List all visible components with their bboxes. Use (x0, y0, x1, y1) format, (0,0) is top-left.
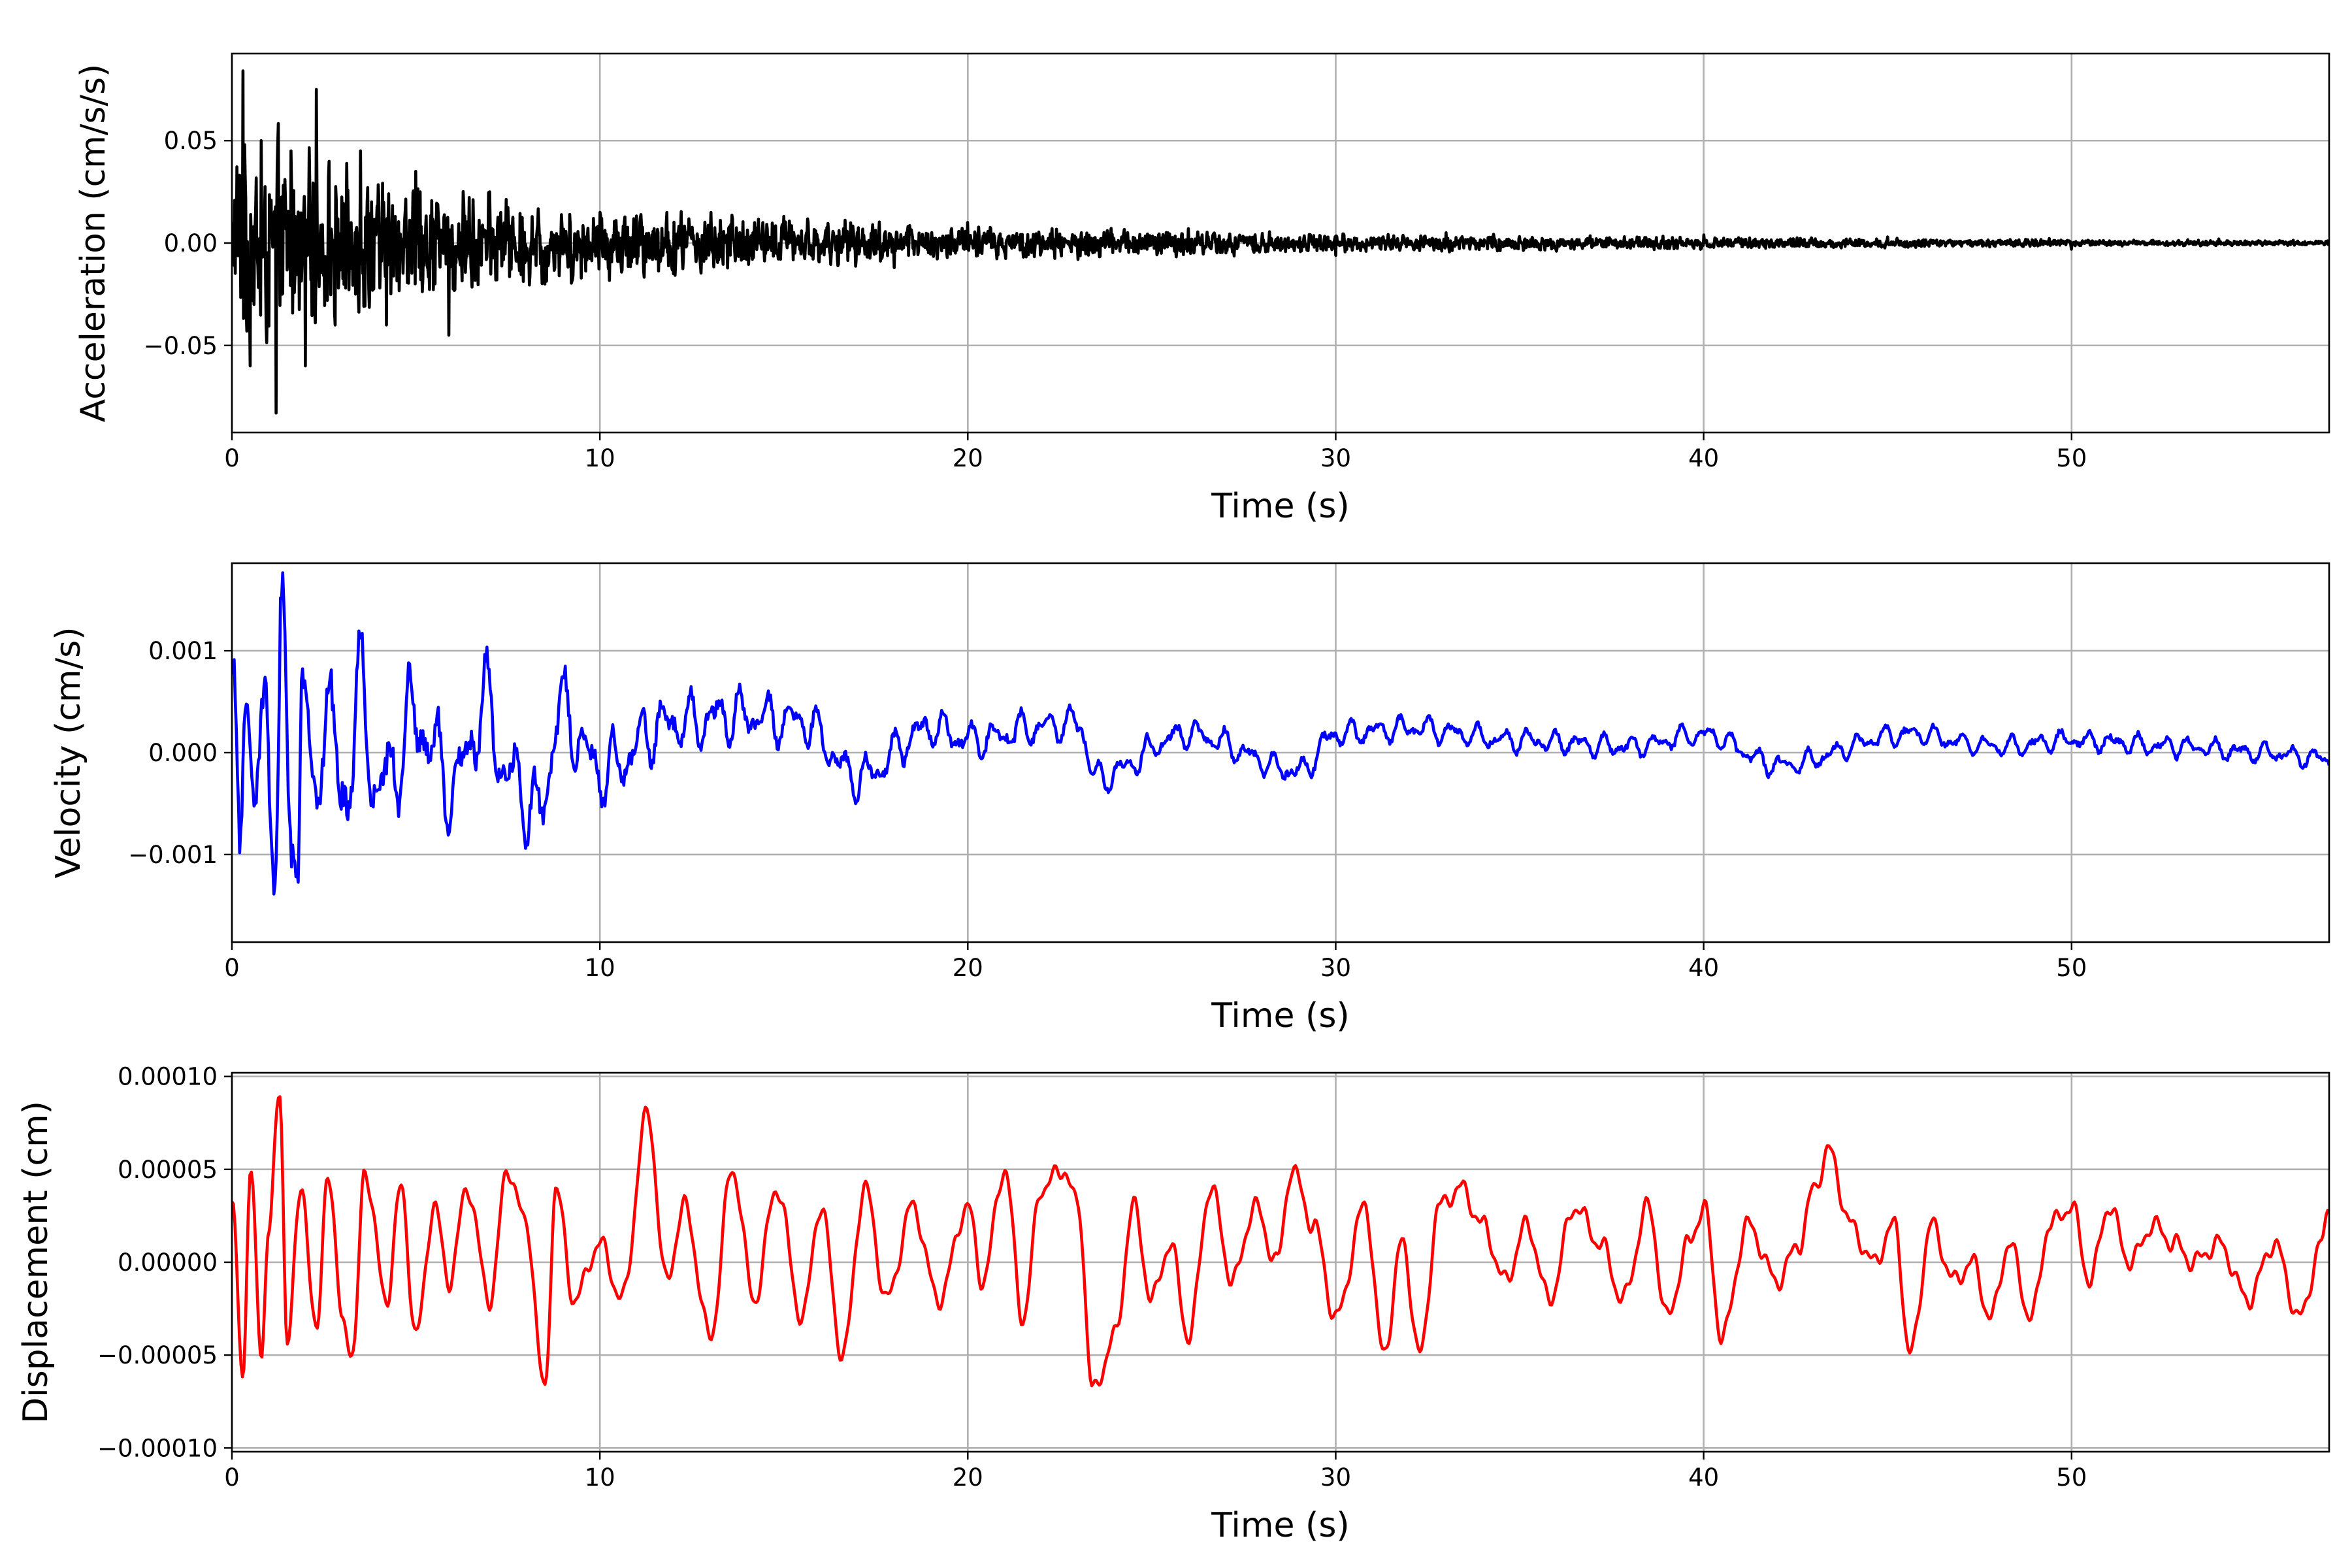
velocity-x-tick-label: 20 (953, 954, 983, 982)
displacement-y-tick-label: 0.00005 (118, 1156, 218, 1184)
velocity-y-axis-label: Velocity (cm/s) (49, 627, 88, 879)
velocity-panel: 0 10 20 30 40 50 −0.001 0.000 0.001 Time (s) Veloc… (49, 562, 2330, 1036)
acceleration-x-axis-label: Time (s) (1211, 487, 1349, 526)
acceleration-y-tick-label: 0.00 (164, 229, 218, 257)
acceleration-x-tick-label: 50 (2056, 444, 2087, 472)
displacement-x-tick-label: 50 (2056, 1463, 2087, 1492)
acceleration-x-tick-label: 30 (1320, 444, 1351, 472)
velocity-x-tick-label: 40 (1688, 954, 1719, 982)
velocity-x-tick-label: 30 (1320, 954, 1351, 982)
displacement-y-tick-label: −0.00010 (97, 1434, 218, 1462)
velocity-series-line (232, 571, 2329, 896)
displacement-x-tick-label: 10 (585, 1463, 615, 1492)
displacement-x-tick-label: 30 (1320, 1463, 1351, 1492)
velocity-y-tick-label: −0.001 (128, 841, 218, 869)
acceleration-panel: 0 10 20 30 40 50 −0.05 0.00 0.05 Time (s) Accelera… (74, 52, 2330, 526)
displacement-panel: 0 10 20 30 40 50 −0.00010 −0.00005 0.00000 0.0000… (16, 1063, 2330, 1545)
displacement-x-tick-label: 40 (1688, 1463, 1719, 1492)
velocity-x-tick-label: 50 (2056, 954, 2087, 982)
acceleration-y-tick-label: −0.05 (144, 332, 218, 360)
displacement-x-tick-label: 0 (224, 1463, 240, 1492)
acceleration-series-line (232, 69, 2329, 415)
acceleration-x-tick-label: 40 (1688, 444, 1719, 472)
velocity-y-tick-label: 0.001 (148, 637, 218, 665)
acceleration-y-tick-label: 0.05 (164, 127, 218, 155)
displacement-y-axis-label: Displacement (cm) (16, 1101, 56, 1424)
panels: 0 10 20 30 40 50 −0.05 0.00 0.05 Time (s) Accelera… (16, 52, 2330, 1545)
acceleration-x-tick-label: 0 (224, 444, 240, 472)
acceleration-x-tick-label: 10 (585, 444, 615, 472)
velocity-x-tick-label: 0 (224, 954, 240, 982)
displacement-y-tick-label: −0.00005 (97, 1341, 218, 1369)
displacement-series-line (232, 1095, 2329, 1388)
displacement-x-axis-label: Time (s) (1211, 1506, 1349, 1545)
displacement-y-tick-label: 0.00000 (118, 1249, 218, 1277)
velocity-y-tick-label: 0.000 (148, 739, 218, 767)
acceleration-y-axis-label: Acceleration (cm/s/s) (74, 64, 113, 423)
velocity-x-tick-label: 10 (585, 954, 615, 982)
velocity-x-axis-label: Time (s) (1211, 996, 1349, 1036)
displacement-y-tick-label: 0.00010 (118, 1063, 218, 1091)
acceleration-x-tick-label: 20 (953, 444, 983, 472)
displacement-x-tick-label: 20 (953, 1463, 983, 1492)
